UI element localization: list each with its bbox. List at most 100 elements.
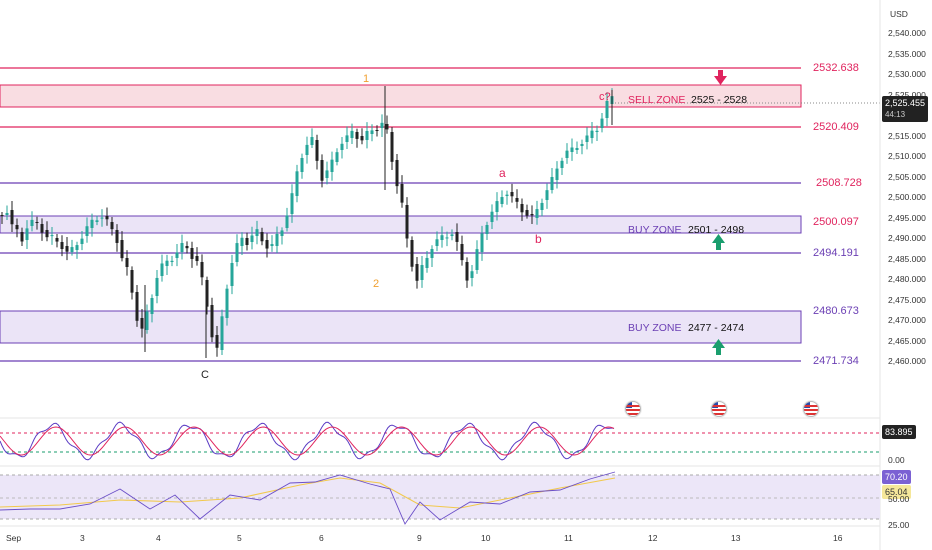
- candle-body: [215, 335, 219, 348]
- candle-body: [75, 245, 79, 250]
- candle-body: [360, 136, 364, 141]
- candle-body: [150, 298, 154, 314]
- time-tick: 16: [833, 533, 843, 543]
- candle-body: [380, 122, 384, 128]
- candle-body: [445, 237, 449, 239]
- buy-zone-lower-label: BUY ZONE: [628, 322, 682, 334]
- candle-body: [530, 214, 534, 216]
- candle-body: [490, 211, 494, 222]
- candle-body: [60, 242, 64, 249]
- candle-body: [365, 131, 369, 140]
- currency-label[interactable]: USD: [890, 9, 908, 19]
- candle-body: [455, 232, 459, 242]
- candle-body: [325, 170, 329, 178]
- candle-body: [95, 220, 99, 222]
- candle-body: [415, 264, 419, 281]
- candle-body: [460, 244, 464, 261]
- candle-body: [255, 229, 259, 236]
- candle-body: [90, 219, 94, 228]
- us-flag-icon[interactable]: [711, 401, 727, 417]
- price-tick: 2,505.000: [888, 171, 926, 182]
- candle-body: [115, 230, 119, 243]
- candle-body: [320, 160, 324, 181]
- price-tick: 2,465.000: [888, 335, 926, 346]
- time-tick: 12: [648, 533, 658, 543]
- candle-body: [200, 262, 204, 278]
- candle-body: [375, 130, 379, 131]
- candle-body: [330, 159, 334, 172]
- candle-body: [555, 168, 559, 180]
- candle-body: [540, 202, 544, 210]
- candle-body: [130, 270, 134, 293]
- candle-body: [240, 237, 244, 246]
- candle-body: [430, 248, 434, 258]
- wave-label-b: b: [535, 232, 542, 246]
- candle-body: [0, 215, 4, 216]
- stoch-tick-0: 0.00: [888, 455, 905, 465]
- rsi-ma-line: [0, 477, 616, 509]
- level-label-2471: 2471.734: [813, 355, 859, 367]
- candle-body: [335, 152, 339, 162]
- us-flag-icon[interactable]: [625, 401, 641, 417]
- time-tick: 5: [237, 533, 242, 543]
- time-tick: 6: [319, 533, 324, 543]
- candle-body: [440, 235, 444, 240]
- candle-body: [290, 193, 294, 214]
- us-flag-icon[interactable]: [803, 401, 819, 417]
- price-tick: 2,460.000: [888, 356, 926, 366]
- candle-body: [370, 130, 374, 134]
- bar-countdown: 44:13: [885, 110, 906, 119]
- candle-body: [510, 192, 514, 197]
- candle-body: [385, 124, 389, 130]
- time-tick: 13: [731, 533, 741, 543]
- candle-body: [220, 316, 224, 350]
- price-tick: 2,485.000: [888, 253, 926, 264]
- sell-zone-label: SELL ZONE: [628, 94, 686, 106]
- wave-label-C: C: [201, 369, 209, 381]
- candle-body: [35, 222, 39, 223]
- time-tick: Sep: [6, 533, 22, 543]
- price-tick: 2,470.000: [888, 315, 926, 325]
- time-tick: 4: [156, 533, 161, 543]
- price-tick: 2,490.000: [888, 233, 926, 243]
- candle-body: [465, 262, 469, 281]
- wave-label-a: a: [499, 166, 506, 180]
- candle-body: [210, 305, 214, 338]
- level-label-2520: 2520.409: [813, 121, 859, 133]
- price-tick: 2,530.000: [888, 69, 926, 79]
- candle-body: [165, 260, 169, 266]
- buy-zone-upper-range: 2501 - 2498: [688, 224, 745, 236]
- candle-body: [185, 246, 189, 249]
- up-arrow-icon: [712, 234, 725, 250]
- candle-body: [250, 235, 254, 242]
- candle-body: [25, 228, 29, 240]
- price-tick: 2,540.000: [888, 28, 926, 38]
- price-tick: 2,515.000: [888, 130, 926, 141]
- candle-body: [245, 238, 249, 245]
- candle-body: [280, 230, 284, 236]
- level-label-2494: 2494.191: [813, 247, 859, 259]
- level-label-2508: 2508.728: [816, 177, 862, 189]
- price-tick: 2,475.000: [888, 294, 926, 305]
- candle-body: [545, 190, 549, 200]
- candle-body: [425, 257, 429, 268]
- candle-body: [550, 177, 554, 190]
- candle-body: [575, 147, 579, 150]
- candle-body: [315, 140, 319, 161]
- candle-body: [5, 212, 9, 215]
- candle-body: [500, 197, 504, 204]
- candle-body: [485, 224, 489, 234]
- candle-body: [340, 143, 344, 150]
- candle-body: [525, 210, 529, 216]
- candle-body: [195, 256, 199, 262]
- time-tick: 10: [481, 533, 491, 543]
- candle-body: [225, 288, 229, 318]
- candle-body: [205, 280, 209, 307]
- candle-body: [285, 215, 289, 228]
- candle-body: [20, 232, 24, 242]
- candle-body: [350, 130, 354, 138]
- candle-body: [585, 135, 589, 142]
- price-tick: 2,480.000: [888, 274, 926, 284]
- candle-body: [345, 135, 349, 142]
